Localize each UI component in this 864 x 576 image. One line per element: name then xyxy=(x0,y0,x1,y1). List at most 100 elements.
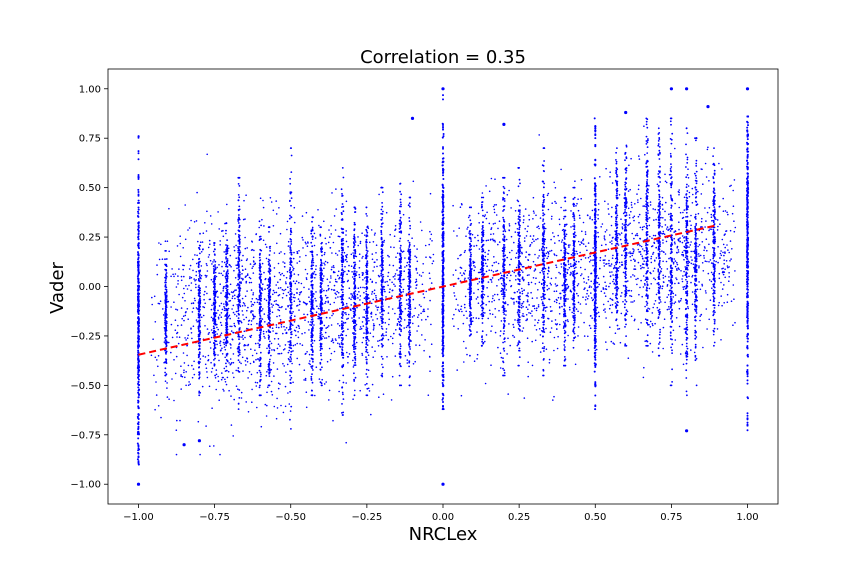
scatter-point xyxy=(581,230,583,233)
scatter-point xyxy=(164,380,167,383)
scatter-point xyxy=(191,311,194,313)
scatter-point xyxy=(405,326,408,329)
scatter-point xyxy=(417,314,420,316)
scatter-point xyxy=(330,340,333,343)
scatter-point xyxy=(328,399,330,401)
scatter-point xyxy=(494,308,497,310)
scatter-point xyxy=(662,208,664,210)
scatter-point xyxy=(474,236,476,239)
scatter-point xyxy=(650,257,652,260)
scatter-point xyxy=(641,228,644,231)
scatter-point xyxy=(477,234,479,237)
scatter-point xyxy=(641,248,644,250)
scatter-point xyxy=(522,305,524,308)
scatter-point xyxy=(164,305,167,308)
scatter-point xyxy=(361,232,363,234)
scatter-point xyxy=(620,218,622,220)
scatter-point xyxy=(284,348,286,350)
scatter-point xyxy=(614,244,617,247)
scatter-point xyxy=(215,369,218,371)
scatter-point xyxy=(244,247,247,250)
scatter-point xyxy=(412,180,415,183)
scatter-point xyxy=(384,322,387,324)
scatter-point xyxy=(708,207,711,209)
scatter-point xyxy=(269,247,271,250)
scatter-point xyxy=(378,193,380,196)
scatter-point xyxy=(587,295,590,297)
scatter-point xyxy=(603,309,605,312)
scatter-point xyxy=(415,280,418,283)
scatter-point xyxy=(259,197,262,199)
scatter-point xyxy=(325,300,327,303)
scatter-point xyxy=(692,250,694,253)
scatter-point xyxy=(269,250,271,252)
scatter-point xyxy=(275,303,278,306)
scatter-point xyxy=(611,257,614,260)
scatter-point xyxy=(681,241,684,244)
scatter-point xyxy=(250,300,252,303)
scatter-point xyxy=(243,303,246,305)
scatter-point xyxy=(689,220,691,222)
scatter-point xyxy=(584,287,586,289)
scatter-point xyxy=(490,238,492,241)
scatter-point xyxy=(287,341,290,343)
scatter-point xyxy=(321,320,323,323)
scatter-point xyxy=(677,267,680,269)
scatter-point xyxy=(204,363,207,366)
scatter-point xyxy=(245,316,248,319)
scatter-point xyxy=(198,299,201,301)
scatter-point xyxy=(562,284,564,287)
scatter-point xyxy=(346,253,348,256)
scatter-point xyxy=(165,341,168,343)
scatter-point xyxy=(358,253,361,255)
scatter-point xyxy=(619,234,621,236)
scatter-point xyxy=(674,202,676,205)
scatter-point xyxy=(571,311,573,314)
scatter-point xyxy=(726,293,729,296)
scatter-point xyxy=(567,285,570,288)
scatter-point xyxy=(213,282,216,285)
scatter-point xyxy=(327,325,330,327)
scatter-point xyxy=(554,283,557,285)
scatter-point xyxy=(306,313,309,316)
scatter-point xyxy=(346,305,348,308)
scatter-point xyxy=(341,263,344,266)
scatter-point xyxy=(251,298,254,300)
scatter-point xyxy=(526,274,529,277)
scatter-point xyxy=(622,300,624,303)
scatter-point xyxy=(269,331,272,333)
scatter-point xyxy=(330,288,333,291)
scatter-point xyxy=(510,285,512,288)
scatter-point xyxy=(265,257,268,260)
scatter-point xyxy=(586,249,588,252)
scatter-point xyxy=(597,231,599,234)
scatter-point xyxy=(724,246,726,249)
scatter-point xyxy=(165,250,167,252)
scatter-point xyxy=(282,362,284,365)
scatter-point xyxy=(268,345,270,348)
scatter-point xyxy=(420,319,423,321)
scatter-point xyxy=(292,296,295,299)
scatter-point xyxy=(726,211,728,214)
scatter-point xyxy=(285,294,288,297)
scatter-point xyxy=(698,255,700,257)
scatter-point xyxy=(690,349,692,351)
scatter-point xyxy=(484,214,487,216)
scatter-point xyxy=(669,152,672,155)
scatter-point xyxy=(235,315,238,317)
scatter-point xyxy=(289,191,292,194)
scatter-point xyxy=(280,404,282,407)
scatter-point xyxy=(485,185,487,187)
scatter-point xyxy=(602,288,605,290)
scatter-point xyxy=(673,258,676,260)
scatter-point xyxy=(311,394,313,396)
scatter-point xyxy=(237,218,240,221)
scatter-point xyxy=(217,309,219,312)
scatter-point xyxy=(211,304,213,307)
scatter-point xyxy=(561,229,564,231)
scatter-point xyxy=(485,217,488,220)
scatter-point xyxy=(183,292,186,295)
scatter-point xyxy=(235,289,237,291)
scatter-point xyxy=(268,306,271,309)
scatter-point xyxy=(488,190,491,193)
